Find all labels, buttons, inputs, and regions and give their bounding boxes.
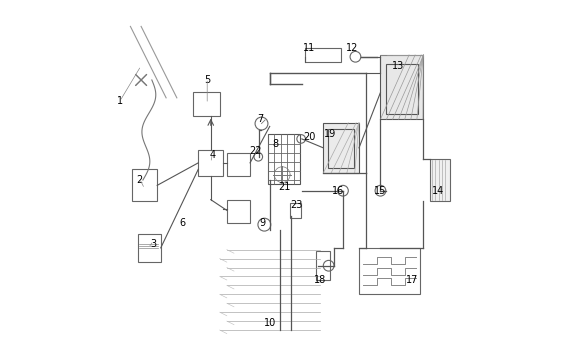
FancyBboxPatch shape <box>137 234 161 262</box>
Text: 2: 2 <box>136 175 143 185</box>
FancyBboxPatch shape <box>431 158 450 202</box>
Text: 13: 13 <box>392 61 404 71</box>
Text: 7: 7 <box>258 114 264 124</box>
Text: 18: 18 <box>314 275 326 285</box>
Text: 1: 1 <box>116 96 123 107</box>
FancyBboxPatch shape <box>193 93 220 116</box>
Text: 6: 6 <box>179 218 185 228</box>
Text: 11: 11 <box>303 43 315 53</box>
Text: 17: 17 <box>407 275 419 285</box>
Text: 20: 20 <box>303 132 315 142</box>
FancyBboxPatch shape <box>198 150 223 176</box>
Text: 9: 9 <box>260 218 266 228</box>
FancyBboxPatch shape <box>306 48 341 62</box>
Text: 5: 5 <box>204 75 210 85</box>
Text: 8: 8 <box>272 139 278 149</box>
Text: 15: 15 <box>374 186 387 196</box>
Text: 14: 14 <box>432 186 444 196</box>
FancyBboxPatch shape <box>359 248 420 294</box>
FancyBboxPatch shape <box>132 169 157 202</box>
FancyBboxPatch shape <box>227 200 250 223</box>
Text: 23: 23 <box>290 200 303 210</box>
Text: 22: 22 <box>249 147 262 157</box>
Text: 19: 19 <box>324 129 337 139</box>
Text: 3: 3 <box>151 239 157 249</box>
Text: 10: 10 <box>264 318 276 328</box>
FancyBboxPatch shape <box>381 55 423 119</box>
Text: 16: 16 <box>332 186 344 196</box>
FancyBboxPatch shape <box>316 251 331 280</box>
FancyBboxPatch shape <box>290 203 301 217</box>
FancyBboxPatch shape <box>227 153 250 176</box>
Text: 21: 21 <box>278 182 290 192</box>
Text: 4: 4 <box>210 150 216 160</box>
FancyBboxPatch shape <box>323 123 359 173</box>
Text: 12: 12 <box>346 43 358 53</box>
